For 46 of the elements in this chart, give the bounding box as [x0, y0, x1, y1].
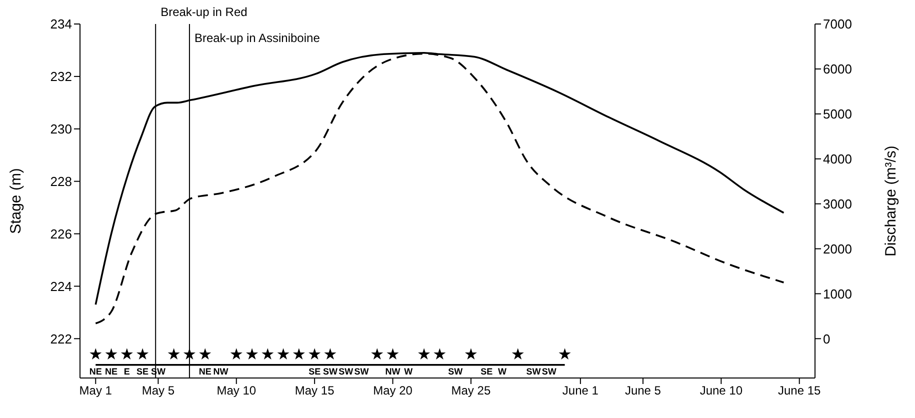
- y-tick-label: 224: [50, 278, 72, 294]
- annotation: SW: [526, 366, 542, 376]
- y2-tick-label: 5000: [823, 106, 852, 122]
- annotation: NE: [198, 366, 212, 376]
- x-tick-label: May 25: [451, 384, 491, 398]
- annotation: NW: [385, 366, 401, 376]
- ref-line-label: Break-up in Assiniboine: [194, 31, 320, 45]
- y2-tick-label: 3000: [823, 196, 852, 212]
- annotation: SW: [448, 366, 464, 376]
- y2-tick-label: 4000: [823, 151, 852, 166]
- y-axis-title: Stage (m): [7, 168, 24, 234]
- x-tick-label: June 15: [778, 384, 822, 398]
- y2-tick-label: 1000: [823, 286, 852, 302]
- annotation: SW: [542, 366, 557, 376]
- ref-line-label: Break-up in Red: [160, 5, 248, 19]
- y-tick-label: 234: [50, 16, 72, 32]
- annotation: NE: [89, 366, 102, 376]
- annotation: NE: [105, 366, 118, 376]
- annotation: SE: [480, 366, 493, 376]
- annotation: W: [498, 366, 507, 376]
- x-tick-label: May 1: [79, 384, 112, 398]
- annotation: SW: [338, 366, 354, 376]
- y-tick-label: 226: [50, 226, 72, 242]
- y2-tick-label: 6000: [823, 62, 852, 77]
- y-tick-label: 222: [50, 331, 72, 346]
- annotation: NW: [213, 366, 229, 376]
- annotation: SE: [308, 366, 321, 376]
- x-tick-label: May 5: [142, 384, 175, 398]
- y2-tick-label: 2000: [823, 241, 852, 256]
- x-tick-label: June 5: [624, 384, 662, 398]
- y2-tick-label: 7000: [823, 16, 852, 32]
- annotation: SW: [322, 366, 338, 376]
- annotation: SE: [136, 366, 149, 376]
- x-tick-label: June 1: [562, 384, 599, 398]
- annotation: SW: [354, 366, 370, 376]
- y-tick-label: 232: [50, 69, 72, 84]
- x-tick-label: May 10: [216, 384, 256, 398]
- x-tick-label: May 20: [373, 384, 413, 398]
- y2-axis-title: Discharge (m³/s): [882, 146, 900, 256]
- y-tick-label: 228: [50, 174, 72, 189]
- x-tick-label: May 15: [294, 384, 335, 398]
- y-tick-label: 230: [50, 122, 72, 137]
- annotation: W: [404, 366, 414, 376]
- y2-tick-label: 0: [823, 331, 830, 346]
- annotation: E: [124, 366, 130, 376]
- x-tick-label: June 10: [700, 384, 743, 398]
